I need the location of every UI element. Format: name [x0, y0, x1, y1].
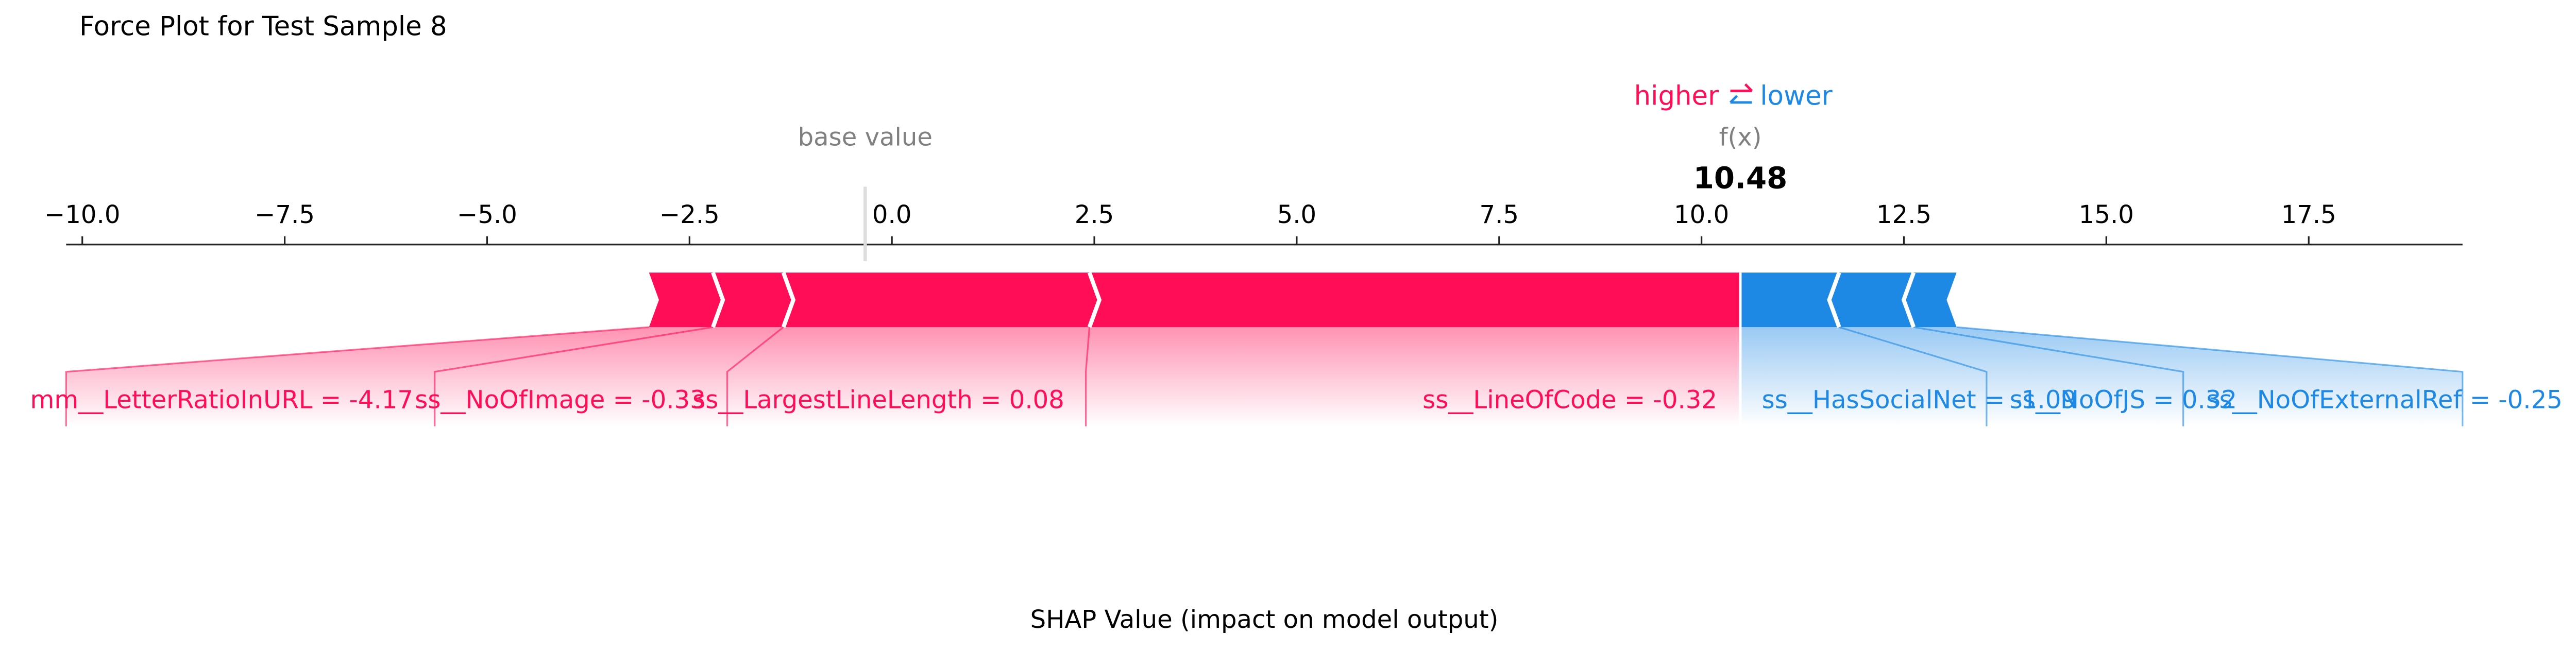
legend-arrows: [1729, 83, 1753, 104]
x-tick-label: −7.5: [255, 200, 315, 229]
x-tick-label: 2.5: [1075, 200, 1114, 229]
chart-title: Force Plot for Test Sample 8: [79, 11, 447, 42]
x-tick-label: −10.0: [44, 200, 120, 229]
force-segment: [649, 272, 723, 328]
segment-separator: [711, 271, 725, 328]
label-connector-fill: [1913, 327, 2463, 426]
feature-label: ss__LineOfCode = -0.32: [1422, 386, 1717, 415]
x-tick-label: 15.0: [2079, 200, 2134, 229]
x-tick-label: −2.5: [659, 200, 720, 229]
label-connector: [1956, 326, 2464, 426]
base-value-label: base value: [798, 123, 933, 151]
feature-label: ss__NoOfExternalRef = -0.25: [2207, 386, 2563, 415]
x-tick-label: 10.0: [1674, 200, 1729, 229]
segment-separator: [1827, 271, 1841, 328]
x-tick-label: 17.5: [2281, 200, 2336, 229]
legend-higher: higher: [1634, 80, 1719, 111]
feature-label: ss__LargestLineLength = 0.08: [692, 386, 1064, 415]
segment-separator: [1901, 271, 1916, 328]
label-connector-fill: [434, 327, 784, 426]
output-label: f(x): [1719, 123, 1762, 151]
force-segment: [783, 272, 1099, 328]
feature-label: ss__NoOfImage = -0.33: [415, 386, 706, 415]
label-connector-fill: [1086, 327, 1741, 426]
force-segment: [1089, 272, 1741, 328]
segment-separator: [1087, 271, 1102, 328]
force-segment: [1904, 272, 1957, 328]
x-tick-label: 0.0: [872, 200, 912, 229]
label-connector: [65, 326, 649, 426]
label-connector: [1913, 326, 2184, 426]
x-tick-label: 12.5: [1876, 200, 1931, 229]
force-segment: [1740, 272, 1839, 328]
legend-lower: lower: [1760, 80, 1833, 111]
x-tick-label: 7.5: [1480, 200, 1519, 229]
force-segment: [1829, 272, 1914, 328]
segment-separator: [781, 271, 796, 328]
output-value: 10.48: [1693, 160, 1788, 195]
force-segment: [713, 272, 793, 328]
feature-label: mm__LetterRatioInURL = -4.17: [30, 386, 413, 415]
x-axis-label: SHAP Value (impact on model output): [1030, 605, 1499, 634]
x-tick-label: −5.0: [457, 200, 517, 229]
label-connector-fill: [1839, 327, 2183, 426]
x-tick-label: 5.0: [1277, 200, 1317, 229]
label-connector-fill: [66, 327, 713, 426]
label-connector-fill: [727, 327, 1090, 426]
label-connector-fill: [1738, 327, 1987, 426]
